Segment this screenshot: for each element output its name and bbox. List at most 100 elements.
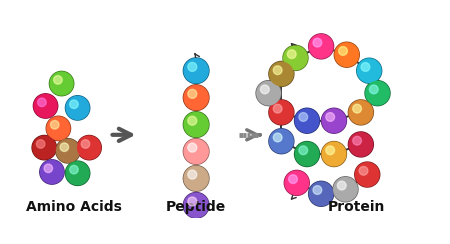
Circle shape (355, 162, 380, 187)
Circle shape (349, 133, 373, 156)
Circle shape (283, 45, 308, 71)
Circle shape (183, 193, 209, 218)
Circle shape (299, 112, 308, 121)
Circle shape (188, 62, 197, 71)
Circle shape (183, 85, 209, 111)
Circle shape (44, 164, 53, 173)
Circle shape (348, 132, 374, 157)
Circle shape (50, 72, 73, 95)
Circle shape (50, 121, 59, 129)
Circle shape (188, 170, 197, 179)
Circle shape (40, 160, 64, 184)
Circle shape (339, 47, 347, 55)
Circle shape (273, 66, 282, 75)
Circle shape (78, 136, 101, 159)
Circle shape (257, 81, 280, 105)
Circle shape (269, 100, 294, 125)
Circle shape (285, 171, 309, 195)
Circle shape (357, 59, 381, 82)
Circle shape (295, 142, 320, 167)
Circle shape (188, 89, 197, 98)
Circle shape (188, 197, 197, 206)
Circle shape (81, 140, 90, 148)
Circle shape (34, 94, 57, 117)
Circle shape (313, 38, 322, 47)
Text: Protein: Protein (328, 200, 385, 214)
Circle shape (183, 166, 209, 191)
Circle shape (261, 85, 269, 94)
Circle shape (366, 81, 389, 105)
Circle shape (47, 117, 70, 140)
Circle shape (288, 50, 296, 59)
Circle shape (334, 42, 359, 67)
Circle shape (333, 177, 358, 202)
Circle shape (46, 116, 71, 141)
Circle shape (338, 181, 346, 190)
Circle shape (284, 46, 307, 70)
Circle shape (188, 116, 197, 125)
Circle shape (256, 81, 281, 106)
Circle shape (295, 142, 319, 166)
Circle shape (66, 96, 89, 119)
Circle shape (33, 94, 58, 118)
Circle shape (288, 175, 297, 183)
Circle shape (273, 133, 282, 142)
Circle shape (353, 136, 361, 145)
Circle shape (188, 143, 197, 152)
Circle shape (270, 62, 293, 86)
Circle shape (326, 146, 334, 155)
Circle shape (183, 58, 209, 83)
Circle shape (335, 43, 359, 66)
Circle shape (184, 86, 208, 110)
Circle shape (321, 142, 347, 167)
Circle shape (33, 136, 56, 159)
Circle shape (309, 34, 333, 59)
Circle shape (284, 170, 309, 195)
Circle shape (70, 100, 78, 109)
Circle shape (183, 112, 209, 137)
Circle shape (310, 35, 333, 58)
Circle shape (322, 109, 346, 132)
Circle shape (295, 109, 319, 132)
Circle shape (310, 182, 333, 205)
Circle shape (66, 162, 89, 185)
Circle shape (36, 140, 45, 148)
Circle shape (365, 81, 390, 106)
Circle shape (184, 139, 208, 163)
Circle shape (353, 104, 361, 113)
Circle shape (57, 139, 80, 162)
Circle shape (326, 112, 334, 121)
Circle shape (70, 165, 78, 174)
Circle shape (322, 142, 346, 166)
Circle shape (348, 100, 374, 125)
Circle shape (356, 163, 379, 186)
Text: Amino Acids: Amino Acids (27, 200, 122, 214)
Circle shape (50, 71, 74, 96)
Circle shape (361, 63, 370, 71)
Circle shape (295, 108, 320, 133)
Circle shape (349, 101, 373, 124)
Circle shape (313, 186, 322, 194)
Circle shape (60, 143, 68, 152)
Circle shape (32, 135, 56, 160)
Circle shape (299, 146, 308, 155)
Circle shape (56, 139, 80, 163)
Circle shape (184, 193, 208, 217)
Circle shape (273, 104, 282, 113)
Circle shape (269, 61, 294, 86)
Circle shape (184, 59, 208, 83)
Circle shape (309, 181, 333, 206)
Circle shape (184, 112, 208, 137)
Circle shape (65, 161, 90, 185)
Circle shape (183, 139, 209, 164)
Circle shape (270, 130, 293, 153)
Circle shape (369, 85, 378, 94)
Circle shape (359, 166, 368, 175)
Circle shape (357, 58, 382, 83)
Circle shape (270, 101, 293, 124)
Text: Peptide: Peptide (166, 200, 226, 214)
Circle shape (269, 129, 294, 154)
Circle shape (184, 166, 208, 191)
Circle shape (321, 108, 347, 133)
Circle shape (65, 96, 90, 120)
